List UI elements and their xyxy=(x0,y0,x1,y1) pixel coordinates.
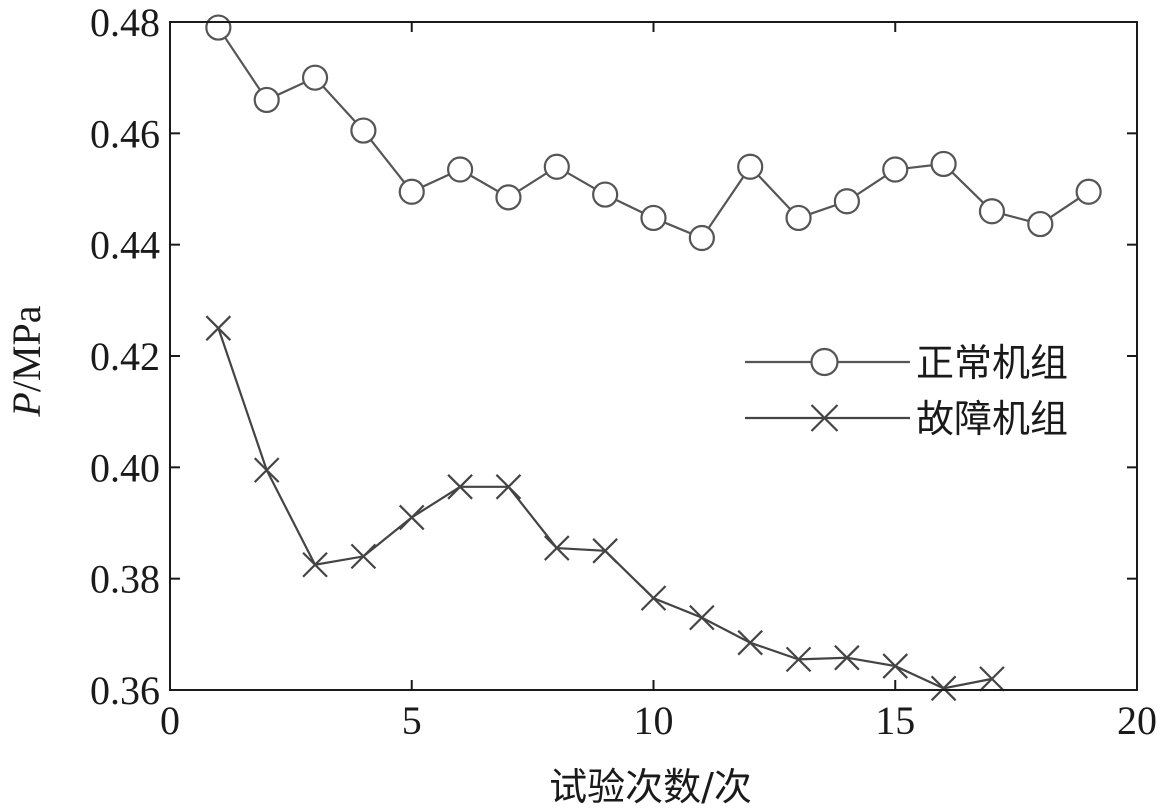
data-point-x xyxy=(205,315,232,341)
data-point-circle xyxy=(543,153,570,180)
y-tick-label: 0.36 xyxy=(90,668,160,713)
x-tick-label: 20 xyxy=(1117,698,1157,743)
data-point-circle xyxy=(205,14,232,41)
y-tick-label: 0.38 xyxy=(90,557,160,602)
y-tick-label: 0.40 xyxy=(90,445,160,490)
series-line-2 xyxy=(217,327,993,690)
data-point-x xyxy=(882,653,909,679)
data-point-circle xyxy=(930,150,957,178)
data-point-x xyxy=(930,675,957,702)
data-point-circle xyxy=(882,156,909,183)
data-point-x xyxy=(302,551,328,578)
data-point-circle xyxy=(1027,210,1054,238)
data-point-circle xyxy=(301,64,329,91)
data-point-circle xyxy=(833,188,861,215)
y-axis-label-symbol: P xyxy=(4,392,49,417)
data-point-x xyxy=(592,538,618,564)
data-point-circle xyxy=(447,156,474,183)
x-tick-label: 0 xyxy=(160,698,180,743)
legend-marker-circle xyxy=(810,347,839,377)
plot-area xyxy=(205,14,1102,702)
data-point-circle xyxy=(640,204,667,232)
x-axis-label: 试验次数/次 xyxy=(549,765,752,808)
data-point-circle xyxy=(398,178,425,205)
data-point-circle xyxy=(495,184,522,211)
data-point-x xyxy=(544,535,570,561)
data-point-x xyxy=(737,629,763,656)
data-point-x xyxy=(834,644,860,671)
data-point-x xyxy=(398,504,425,531)
data-point-circle xyxy=(253,86,280,114)
data-point-x xyxy=(785,646,812,673)
y-tick-label: 0.44 xyxy=(90,223,160,268)
data-point-x xyxy=(689,604,715,631)
legend-label-2: 故障机组 xyxy=(916,397,1068,441)
y-axis-label-unit: /MPa xyxy=(4,305,49,392)
y-tick-label: 0.48 xyxy=(90,0,160,45)
y-tick-label: 0.42 xyxy=(90,334,160,379)
data-point-x xyxy=(447,474,473,500)
x-tick-label: 10 xyxy=(634,698,674,743)
data-point-x xyxy=(350,543,377,570)
data-point-circle xyxy=(350,117,377,144)
data-point-circle xyxy=(1075,178,1102,205)
data-point-circle xyxy=(592,181,619,208)
x-tick-label: 15 xyxy=(875,698,915,743)
data-point-circle xyxy=(785,204,812,232)
axes: 0 5 10 15 20 0.36 0.38 0.40 0.42 0.44 0.46 0.48 试验次数… xyxy=(4,0,1157,808)
data-point-x xyxy=(495,474,522,500)
y-tick-label: 0.46 xyxy=(90,111,160,156)
data-point-circle xyxy=(737,153,764,180)
data-point-circle xyxy=(688,224,715,252)
legend-marker-x xyxy=(810,404,839,432)
x-tick-label: 5 xyxy=(402,698,422,743)
data-point-circle xyxy=(978,198,1006,225)
data-point-x xyxy=(979,666,1005,692)
legend-label-1: 正常机组 xyxy=(916,341,1068,385)
data-point-x xyxy=(640,585,667,611)
data-point-x xyxy=(253,457,280,483)
y-axis-label: P/MPa xyxy=(4,305,49,417)
